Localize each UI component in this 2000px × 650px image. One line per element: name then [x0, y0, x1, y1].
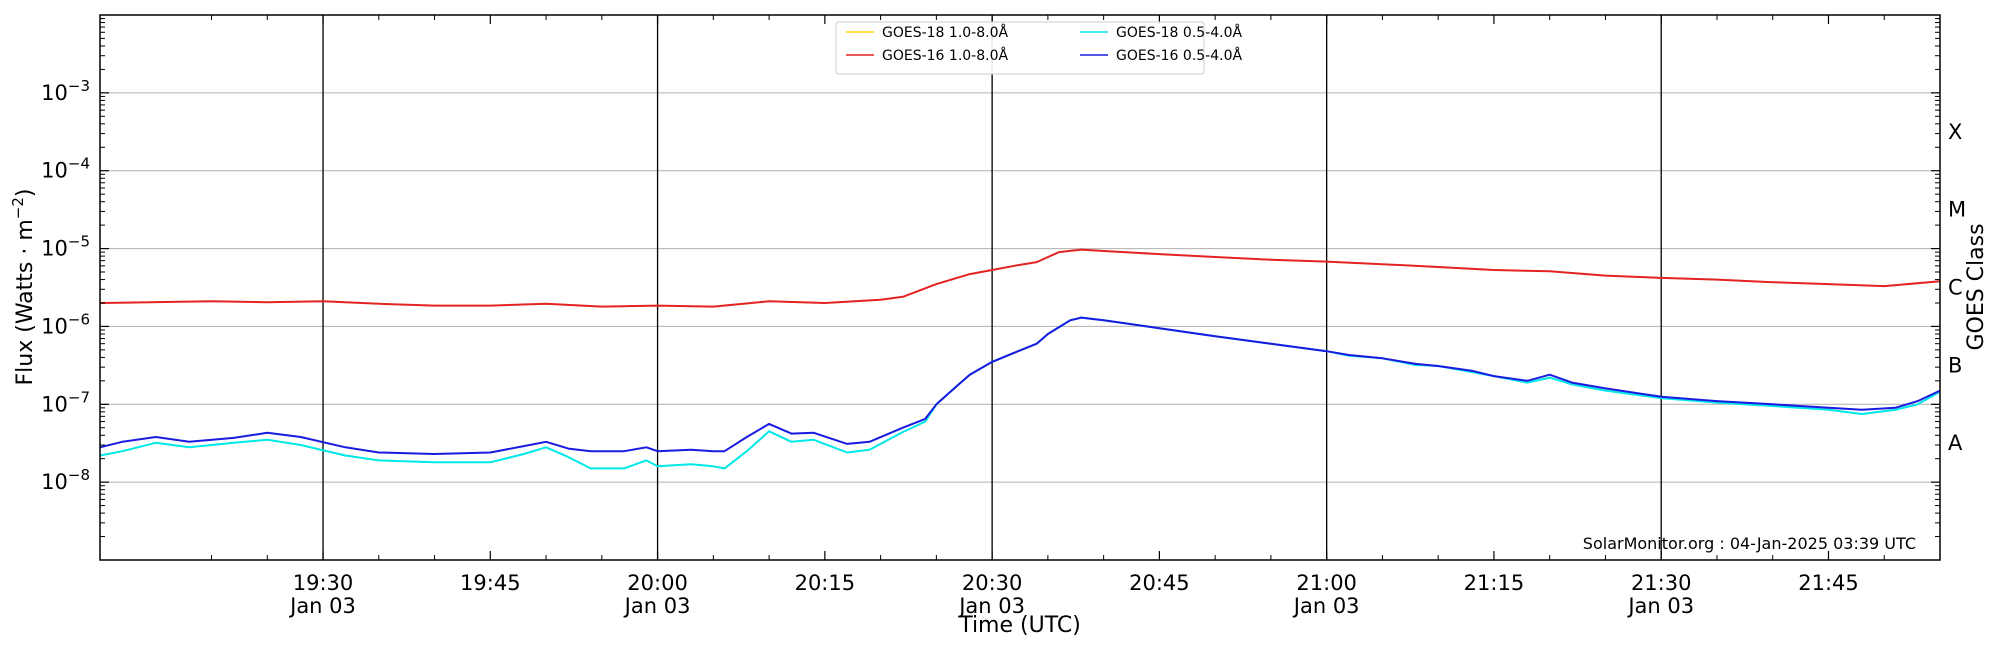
goes-class-axis-title: GOES Class: [1964, 223, 1989, 350]
legend-label: GOES-18 1.0-8.0Å: [882, 24, 1008, 41]
x-tick-date-label: Jan 03: [1292, 594, 1360, 618]
x-axis-title: Time (UTC): [958, 613, 1081, 638]
x-tick-label: 21:00: [1296, 571, 1357, 595]
goes-class-label: C: [1948, 276, 1963, 300]
legend-box: [835, 21, 1205, 75]
x-tick-label: 21:30: [1631, 571, 1692, 595]
legend-label: GOES-16 0.5-4.0Å: [1116, 47, 1242, 64]
x-tick-label: 19:45: [460, 571, 521, 595]
plot-frame: [99, 14, 1941, 561]
series-line-1: [99, 248, 1941, 308]
series: [99, 248, 1941, 470]
y-tick-label: 10−3: [41, 77, 90, 105]
series-line-2: [99, 316, 1941, 470]
y-axis-title: Flux (Watts · m−2): [9, 189, 38, 386]
watermark: SolarMonitor.org : 04-Jan-2025 03:39 UTC: [1583, 534, 1916, 553]
legend-label: GOES-18 0.5-4.0Å: [1116, 24, 1242, 41]
x-tick-label: 21:45: [1798, 571, 1859, 595]
goes-class-labels: A B C M X: [1948, 120, 1966, 455]
x-tick-date-label: Jan 03: [957, 594, 1025, 618]
y-tick-label: 10−5: [41, 233, 90, 261]
x-tick-date-label: Jan 03: [1626, 594, 1694, 618]
x-tick-date-label: Jan 03: [623, 594, 691, 618]
grid: [100, 92, 1940, 483]
series-line-3: [99, 316, 1941, 455]
x-tick-label: 20:30: [962, 571, 1023, 595]
legend-label: GOES-16 1.0-8.0Å: [882, 47, 1008, 64]
x-tick-date-label: Jan 03: [288, 594, 356, 618]
y-tick-label: 10−8: [41, 466, 90, 494]
y-tick-label: 10−6: [41, 310, 90, 338]
x-tick-label: 20:45: [1129, 571, 1190, 595]
day-markers: [322, 15, 1662, 560]
y-tick-label: 10−7: [41, 388, 90, 416]
x-tick-label: 19:30: [293, 571, 354, 595]
y-tick-label: 10−4: [41, 155, 90, 183]
goes-class-label: A: [1948, 431, 1963, 455]
x-tick-label: 20:00: [627, 571, 688, 595]
legend: GOES-18 1.0-8.0Å GOES-16 1.0-8.0Å GOES-18 …: [835, 21, 1242, 75]
goes-class-label: B: [1948, 353, 1962, 377]
goes-class-label: X: [1948, 120, 1962, 144]
x-tick-label: 20:15: [795, 571, 856, 595]
goes-class-label: M: [1948, 198, 1966, 222]
x-tick-label: 21:15: [1464, 571, 1525, 595]
